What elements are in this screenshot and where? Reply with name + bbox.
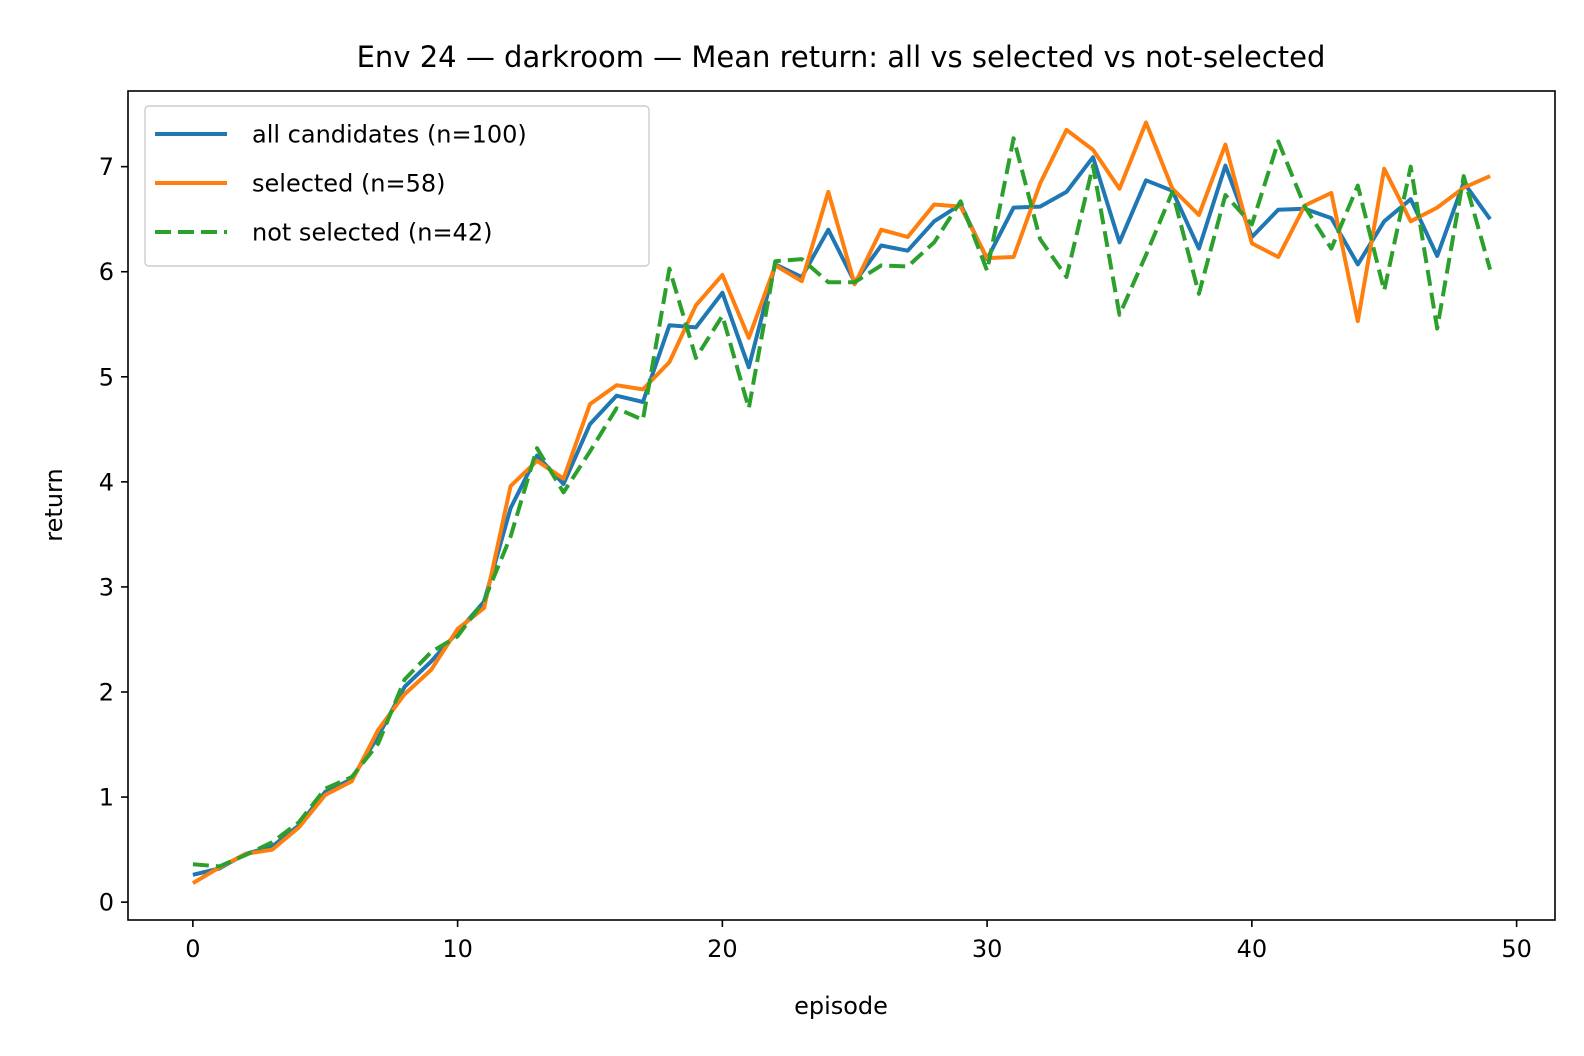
series-line-3 bbox=[192, 136, 1493, 869]
axes-frame bbox=[127, 90, 1556, 921]
chart-title: Env 24 — darkroom — Mean return: all vs … bbox=[357, 40, 1326, 74]
series-line-1 bbox=[192, 155, 1492, 877]
x-axis-ticks: 0 10 20 30 40 50 bbox=[185, 920, 1532, 963]
y-tick-label: 2 bbox=[99, 678, 114, 706]
y-tick-label: 6 bbox=[99, 258, 114, 286]
y-axis-ticks: 0 1 2 3 4 5 6 7 bbox=[99, 153, 128, 917]
x-tick-label: 10 bbox=[442, 935, 473, 963]
y-tick-label: 0 bbox=[99, 889, 114, 917]
y-tick-label: 4 bbox=[99, 468, 114, 496]
series-layer bbox=[191, 120, 1493, 885]
x-tick-label: 50 bbox=[1501, 935, 1532, 963]
x-tick-label: 30 bbox=[972, 935, 1003, 963]
plot-area: 0 10 20 30 40 50 0 1 2 3 4 5 6 7 bbox=[99, 90, 1556, 963]
y-tick-label: 7 bbox=[99, 153, 114, 181]
x-tick-label: 20 bbox=[707, 935, 738, 963]
y-tick-label: 5 bbox=[99, 363, 114, 391]
y-tick-label: 1 bbox=[99, 784, 114, 812]
y-tick-label: 3 bbox=[99, 573, 114, 601]
x-tick-label: 0 bbox=[185, 935, 200, 963]
legend-label-1: all candidates (n=100) bbox=[252, 121, 527, 149]
y-axis-label: return bbox=[40, 468, 68, 541]
legend-label-2: selected (n=58) bbox=[252, 170, 446, 198]
x-axis-label: episode bbox=[794, 992, 888, 1020]
legend-label-3: not selected (n=42) bbox=[252, 219, 492, 247]
x-tick-label: 40 bbox=[1237, 935, 1268, 963]
series-line-2 bbox=[191, 120, 1491, 885]
legend-box bbox=[144, 105, 650, 267]
legend: all candidates (n=100) selected (n=58) not… bbox=[144, 105, 650, 267]
